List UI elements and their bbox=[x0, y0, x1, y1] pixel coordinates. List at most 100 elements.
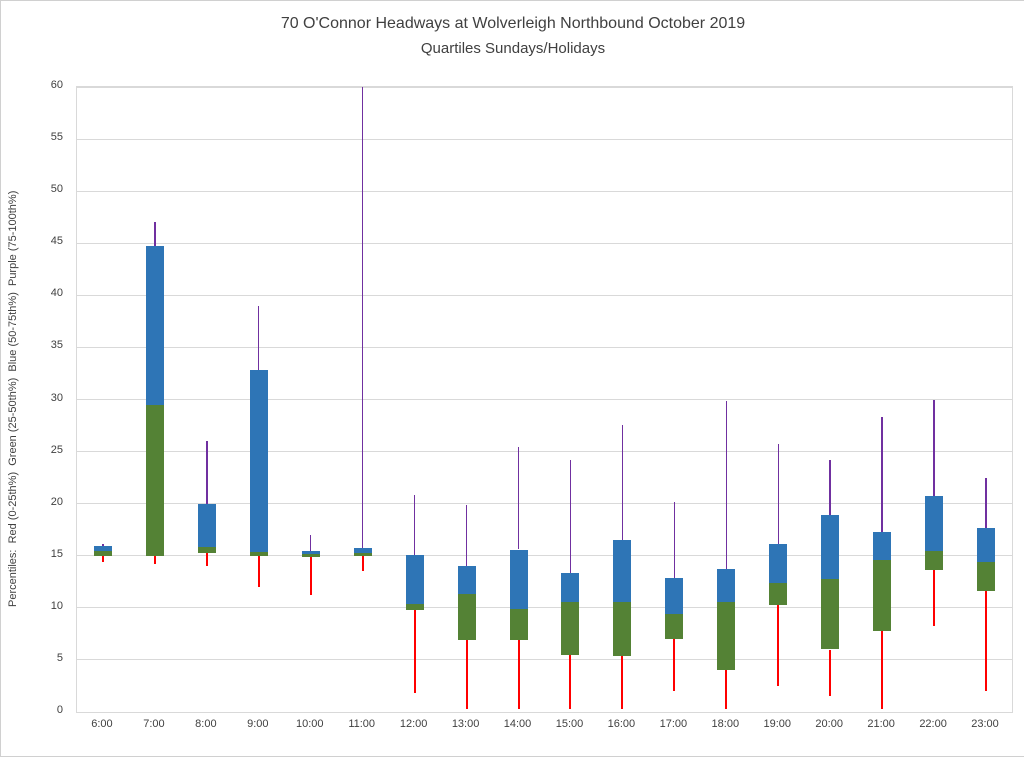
whisker-purple-q3-to-max bbox=[569, 459, 572, 574]
gridline bbox=[77, 294, 1012, 296]
whisker-purple-q3-to-max bbox=[621, 424, 624, 541]
box-green-q1-to-median bbox=[509, 608, 528, 641]
box-green-q1-to-median bbox=[769, 582, 788, 605]
whisker-purple-q3-to-max bbox=[985, 477, 987, 528]
y-tick-label: 15 bbox=[50, 547, 63, 560]
gridline bbox=[77, 451, 1012, 453]
x-tick-label: 7:00 bbox=[143, 718, 165, 730]
whisker-purple-q3-to-max bbox=[725, 400, 727, 570]
box-blue-median-to-q3 bbox=[769, 544, 788, 583]
whisker-red-min-to-q1 bbox=[985, 591, 988, 692]
whisker-purple-q3-to-max bbox=[465, 504, 468, 567]
whisker-purple-q3-to-max bbox=[777, 444, 779, 545]
whisker-purple-q3-to-max bbox=[102, 544, 104, 547]
x-tick-label: 22:00 bbox=[919, 718, 947, 730]
box-blue-median-to-q3 bbox=[405, 554, 424, 604]
whisker-red-min-to-q1 bbox=[881, 630, 884, 709]
y-tick-label: 30 bbox=[50, 391, 63, 404]
box-green-q1-to-median bbox=[561, 601, 580, 655]
whisker-purple-q3-to-max bbox=[310, 534, 312, 551]
x-tick-label: 15:00 bbox=[555, 718, 584, 730]
whisker-red-min-to-q1 bbox=[829, 649, 832, 697]
y-tick-label: 60 bbox=[50, 79, 63, 91]
whisker-red-min-to-q1 bbox=[777, 604, 780, 686]
box-blue-median-to-q3 bbox=[613, 540, 632, 602]
y-tick-label: 50 bbox=[50, 183, 63, 196]
box-green-q1-to-median bbox=[821, 578, 840, 650]
y-tick-label: 5 bbox=[56, 651, 63, 664]
box-green-q1-to-median bbox=[457, 594, 476, 641]
box-blue-median-to-q3 bbox=[665, 577, 684, 615]
whisker-red-min-to-q1 bbox=[257, 555, 260, 587]
chart-title: 70 O'Connor Headways at Wolverleigh Nort… bbox=[280, 15, 746, 32]
x-tick-label: 18:00 bbox=[711, 718, 740, 730]
x-tick-label: 10:00 bbox=[295, 718, 324, 730]
whisker-red-min-to-q1 bbox=[673, 639, 676, 692]
box-green-q1-to-median bbox=[613, 601, 632, 656]
gridline bbox=[77, 555, 1012, 557]
y-tick-label: 20 bbox=[50, 495, 63, 508]
y-tick-label: 55 bbox=[50, 131, 63, 144]
whisker-red-min-to-q1 bbox=[101, 555, 104, 562]
whisker-purple-q3-to-max bbox=[206, 441, 208, 504]
box-blue-median-to-q3 bbox=[717, 569, 736, 602]
x-tick-label: 13:00 bbox=[451, 718, 480, 730]
box-green-q1-to-median bbox=[249, 551, 268, 556]
box-blue-median-to-q3 bbox=[301, 550, 320, 554]
whisker-purple-q3-to-max bbox=[361, 87, 364, 549]
whisker-red-min-to-q1 bbox=[413, 609, 416, 694]
gridline bbox=[77, 711, 1012, 713]
whisker-red-min-to-q1 bbox=[153, 555, 156, 565]
whisker-red-min-to-q1 bbox=[361, 555, 364, 572]
whisker-red-min-to-q1 bbox=[621, 655, 624, 709]
gridline bbox=[77, 659, 1012, 661]
gridline bbox=[77, 346, 1012, 348]
box-blue-median-to-q3 bbox=[977, 527, 996, 562]
whisker-red-min-to-q1 bbox=[725, 670, 728, 709]
whisker-red-min-to-q1 bbox=[205, 552, 208, 567]
whisker-purple-q3-to-max bbox=[258, 305, 260, 371]
whisker-purple-q3-to-max bbox=[933, 399, 935, 497]
box-green-q1-to-median bbox=[93, 550, 112, 556]
y-tick-label: 35 bbox=[50, 339, 63, 352]
gridline bbox=[77, 503, 1012, 505]
gridline bbox=[77, 399, 1012, 400]
y-tick-label: 0 bbox=[56, 704, 63, 716]
x-tick-label: 23:00 bbox=[971, 718, 999, 730]
whisker-purple-q3-to-max bbox=[829, 459, 831, 516]
box-green-q1-to-median bbox=[665, 614, 684, 640]
y-tick-label: 25 bbox=[50, 443, 63, 456]
y-tick-label: 10 bbox=[50, 599, 63, 612]
box-green-q1-to-median bbox=[405, 603, 424, 610]
x-tick-label: 14:00 bbox=[503, 718, 532, 730]
chart-subtitle: Quartiles Sundays/Holidays bbox=[420, 40, 606, 57]
box-green-q1-to-median bbox=[925, 550, 944, 571]
x-axis-ticks: 6:00 7:00 8:00 9:00 10:00 11:00 12:00 13:00 14:0… bbox=[76, 718, 1011, 736]
x-tick-label: 9:00 bbox=[247, 718, 269, 730]
box-green-q1-to-median bbox=[977, 562, 996, 592]
box-blue-median-to-q3 bbox=[197, 503, 216, 548]
whisker-red-min-to-q1 bbox=[933, 570, 936, 626]
box-blue-median-to-q3 bbox=[873, 531, 892, 560]
x-tick-label: 6:00 bbox=[91, 718, 113, 730]
whisker-red-min-to-q1 bbox=[465, 640, 468, 709]
plot-area bbox=[76, 86, 1013, 713]
box-green-q1-to-median bbox=[353, 552, 372, 556]
gridline bbox=[77, 190, 1012, 192]
x-tick-label: 8:00 bbox=[195, 718, 217, 730]
box-blue-median-to-q3 bbox=[925, 496, 944, 551]
x-tick-label: 12:00 bbox=[399, 718, 428, 730]
whisker-purple-q3-to-max bbox=[413, 495, 416, 555]
box-green-q1-to-median bbox=[197, 547, 216, 553]
y-axis-ticks: 0 5 10 15 20 25 30 35 40 45 50 55 60 bbox=[1, 79, 69, 716]
x-tick-label: 21:00 bbox=[867, 718, 895, 730]
whisker-purple-q3-to-max bbox=[154, 222, 156, 247]
box-blue-median-to-q3 bbox=[353, 548, 372, 553]
whisker-red-min-to-q1 bbox=[309, 556, 312, 596]
x-tick-label: 20:00 bbox=[815, 718, 843, 730]
whisker-purple-q3-to-max bbox=[517, 447, 520, 550]
x-tick-label: 16:00 bbox=[607, 718, 636, 730]
box-green-q1-to-median bbox=[301, 553, 320, 557]
whisker-purple-q3-to-max bbox=[673, 501, 676, 578]
